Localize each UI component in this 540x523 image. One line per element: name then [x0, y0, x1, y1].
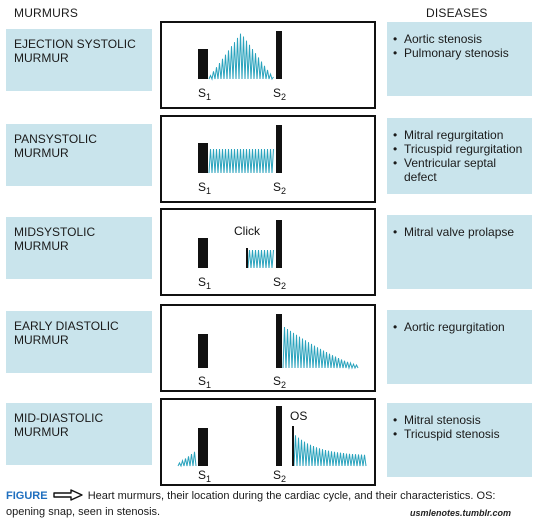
- disease-item: Aortic regurgitation: [393, 320, 526, 334]
- disease-item: Tricuspid stenosis: [393, 427, 526, 441]
- click-sound-bar: [246, 248, 248, 268]
- disease-item: Mitral stenosis: [393, 413, 526, 427]
- phonocardiogram-early-diastolic: S1 S2: [160, 304, 376, 392]
- disease-item: Mitral valve prolapse: [393, 225, 526, 239]
- s1-sound-bar: [198, 143, 208, 173]
- s2-label: S2: [273, 86, 286, 102]
- disease-box-mid-diastolic: Mitral stenosis Tricuspid stenosis: [387, 403, 532, 477]
- s1-label: S1: [198, 374, 211, 390]
- phonocardiogram-ejection-systolic: S1 S2: [160, 21, 376, 109]
- s2-label: S2: [273, 374, 286, 390]
- phonocardiogram-midsystolic: Click S1 S2: [160, 208, 376, 296]
- s1-label: S1: [198, 468, 211, 484]
- os-label: OS: [290, 409, 307, 423]
- disease-box-early-diastolic: Aortic regurgitation: [387, 310, 532, 384]
- s2-sound-bar: [276, 314, 282, 368]
- opening-snap-bar: [292, 426, 294, 466]
- murmur-label-midsystolic: MIDSYSTOLIC MURMUR: [6, 217, 152, 279]
- disease-item: Mitral regurgitation: [393, 128, 526, 142]
- click-label: Click: [234, 224, 261, 238]
- murmur-waveform: [208, 148, 274, 174]
- right-arrow-icon: [52, 489, 83, 505]
- figure-word: FIGURE: [6, 490, 48, 502]
- murmurs-header: MURMURS: [14, 6, 79, 20]
- diseases-header: DISEASES: [426, 6, 488, 20]
- s2-sound-bar: [276, 125, 282, 173]
- phonocardiogram-mid-diastolic: OS S1 S2: [160, 398, 376, 486]
- watermark: usmlenotes.tumblr.com: [410, 508, 512, 518]
- s1-sound-bar: [198, 238, 208, 268]
- murmur-label-pansystolic: PANSYSTOLIC MURMUR: [6, 124, 152, 186]
- murmur-waveform: [208, 33, 274, 81]
- s2-sound-bar: [276, 31, 282, 79]
- s2-sound-bar: [276, 406, 282, 466]
- s2-label: S2: [273, 468, 286, 484]
- murmur-waveform: [177, 435, 367, 468]
- s1-sound-bar: [198, 334, 208, 368]
- murmur-label-ejection-systolic: EJECTION SYSTOLIC MURMUR: [6, 29, 152, 91]
- s1-label: S1: [198, 275, 211, 291]
- figure-caption: FIGURE Heart murmurs, their location dur…: [6, 489, 536, 519]
- disease-item: Ventricular septal defect: [393, 156, 526, 184]
- disease-item: Pulmonary stenosis: [393, 46, 526, 60]
- phonocardiogram-pansystolic: S1 S2: [160, 115, 376, 203]
- s2-label: S2: [273, 275, 286, 291]
- s1-label: S1: [198, 180, 211, 196]
- disease-item: Tricuspid regurgitation: [393, 142, 526, 156]
- disease-box-ejection-systolic: Aortic stenosis Pulmonary stenosis: [387, 22, 532, 96]
- murmur-waveform: [282, 326, 359, 370]
- s2-sound-bar: [276, 220, 282, 268]
- disease-box-midsystolic: Mitral valve prolapse: [387, 215, 532, 289]
- murmur-waveform: [247, 249, 274, 269]
- disease-box-pansystolic: Mitral regurgitation Tricuspid regurgita…: [387, 118, 532, 194]
- murmur-label-early-diastolic: EARLY DIASTOLIC MURMUR: [6, 311, 152, 373]
- disease-item: Aortic stenosis: [393, 32, 526, 46]
- s1-label: S1: [198, 86, 211, 102]
- s1-sound-bar: [198, 428, 208, 466]
- s2-label: S2: [273, 180, 286, 196]
- murmur-label-mid-diastolic: MID-DIASTOLIC MURMUR: [6, 403, 152, 465]
- s1-sound-bar: [198, 49, 208, 79]
- caption-text: Heart murmurs, their location during the…: [6, 490, 496, 518]
